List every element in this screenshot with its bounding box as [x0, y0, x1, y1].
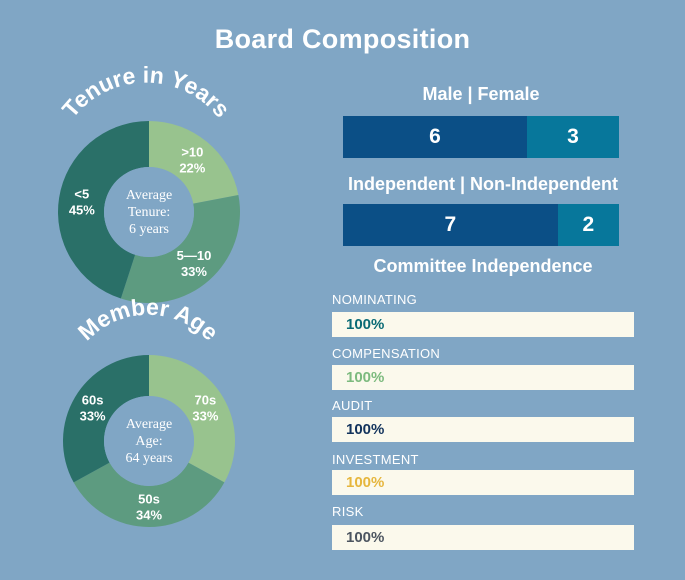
committee-label-compensation: COMPENSATION [332, 346, 441, 361]
tenure-label-5-10: 5—10 33% [177, 248, 212, 279]
committee-value-investment: 100% [346, 474, 385, 491]
committee-value-nominating: 100% [346, 316, 385, 333]
committee-bar-compensation: 100% [332, 365, 634, 390]
independent-segment: 7 [343, 204, 558, 246]
tenure-label-10: >10 22% [179, 145, 205, 176]
age-donut: 70s 33% 50s 34% 60s 33% Average Age: 64 years [62, 355, 236, 527]
age-chart-title: Member Age [73, 294, 224, 346]
age-center-text: Average Age: 64 years [125, 417, 172, 466]
committee-label-investment: INVESTMENT [332, 452, 419, 467]
independence-heading: Independent | Non-Independent [347, 174, 619, 194]
committee-label-nominating: NOMINATING [332, 292, 418, 307]
tenure-label-5: <5 45% [69, 186, 95, 217]
committee-bar-audit: 100% [332, 417, 634, 442]
age-label-60s: 60s 33% [80, 393, 106, 424]
independent-count: 7 [444, 213, 457, 236]
tenure-slice-10 [149, 121, 239, 204]
tenure-center [104, 167, 194, 257]
age-slice-50s [73, 462, 225, 527]
gender-bar: 6 3 [343, 116, 619, 158]
female-segment: 3 [527, 116, 619, 158]
committee-label-audit: AUDIT [332, 398, 373, 413]
committee-bar-investment: 100% [332, 470, 634, 495]
committee-bar-nominating: 100% [332, 312, 634, 337]
female-count: 3 [567, 125, 579, 148]
tenure-slice-5 [57, 121, 150, 299]
gender-heading: Male | Female [422, 84, 540, 104]
committee-value-compensation: 100% [346, 369, 385, 386]
age-label-50s: 50s 34% [136, 492, 162, 523]
age-slice-70s [149, 355, 236, 483]
non-independent-segment: 2 [557, 204, 619, 246]
male-count: 6 [429, 125, 441, 148]
page-title: Board Composition [214, 24, 471, 54]
committee-heading: Committee Independence [373, 256, 593, 276]
age-slice-60s [62, 355, 150, 483]
tenure-center-text: Average Tenure: 6 years [126, 188, 172, 237]
donut-charts: >10 22%5—10 33%<5 45%Average Tenure: 6 years … [57, 62, 240, 527]
committee-value-audit: 100% [346, 421, 385, 438]
non-independent-count: 2 [582, 213, 595, 236]
male-segment: 6 [343, 116, 527, 158]
tenure-chart-title: Tenure in Years [57, 62, 235, 123]
committee-value-risk: 100% [346, 529, 385, 546]
tenure-donut: >10 22% 5—10 33% <5 45% Average Tenure: 6 years [57, 121, 240, 303]
age-label-70s: 70s 33% [192, 393, 218, 424]
tenure-slice-5-10 [120, 194, 240, 303]
age-center [104, 396, 194, 486]
independence-bar: 7 2 [343, 204, 619, 246]
committee-bar-risk: 100% [332, 525, 634, 550]
committee-label-risk: RISK [332, 504, 364, 519]
